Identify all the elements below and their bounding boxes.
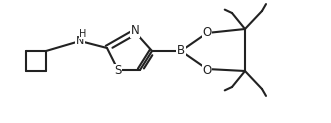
Text: O: O xyxy=(202,63,212,77)
Text: H: H xyxy=(79,29,87,39)
Text: B: B xyxy=(177,45,185,57)
Text: N: N xyxy=(131,24,139,38)
Text: S: S xyxy=(114,64,122,77)
Text: O: O xyxy=(202,25,212,38)
Text: N: N xyxy=(76,36,84,46)
